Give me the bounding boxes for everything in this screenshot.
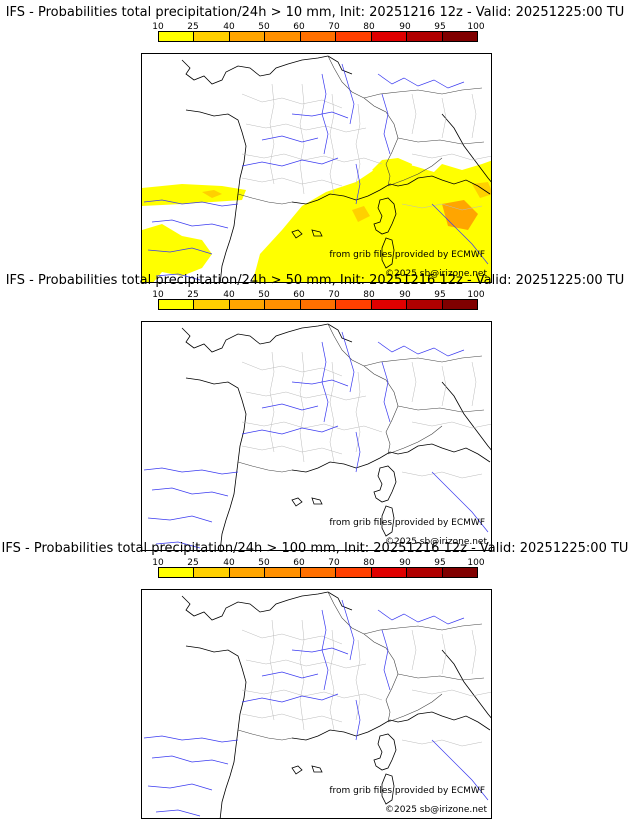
- coastline: [181, 323, 491, 550]
- region-borders: [241, 351, 491, 479]
- region-borders: [241, 83, 491, 211]
- credit-copyright: ©2025 sb@irizone.net: [385, 269, 487, 279]
- map-panel-3: IFS - Probabilities total precipitation/…: [0, 541, 630, 819]
- colorbar: [158, 299, 478, 310]
- colorbar-segment: [194, 300, 230, 309]
- map-frame: from grib files provided by ECMWF ©2025 …: [141, 589, 492, 819]
- colorbar-tick-label: 60: [293, 558, 305, 568]
- country-borders: [237, 55, 485, 205]
- colorbar-tick-label: 25: [187, 290, 199, 300]
- colorbar-segment: [442, 32, 477, 41]
- coastline: [181, 591, 491, 818]
- map-panel-1: IFS - Probabilities total precipitation/…: [0, 5, 630, 283]
- colorbar-segment: [229, 568, 266, 577]
- colorbar-tick-label: 80: [363, 290, 375, 300]
- colorbar-segment: [159, 568, 195, 577]
- colorbar-tick-label: 95: [434, 558, 446, 568]
- colorbar-segment: [407, 568, 443, 577]
- colorbar-segment: [371, 300, 408, 309]
- colorbar-tick-label: 70: [328, 290, 340, 300]
- precipitation-probability-field: [142, 158, 491, 282]
- colorbar-tick-label: 95: [434, 22, 446, 32]
- colorbar-segment: [159, 32, 195, 41]
- colorbar-tick-label: 25: [187, 22, 199, 32]
- map-frame: from grib files provided by ECMWF ©2025 …: [141, 321, 492, 551]
- credit-source: from grib files provided by ECMWF: [329, 518, 485, 528]
- colorbar-segment: [265, 300, 301, 309]
- colorbar-segment: [300, 32, 337, 41]
- colorbar-segment: [442, 300, 477, 309]
- colorbar: [158, 31, 478, 42]
- precip-area-north-alps: [372, 158, 412, 178]
- colorbar-segment: [194, 32, 230, 41]
- colorbar-segment: [229, 300, 266, 309]
- map-svg: [142, 55, 491, 282]
- colorbar-tick-label: 10: [152, 22, 164, 32]
- country-borders: [237, 591, 485, 741]
- panel-title: IFS - Probabilities total precipitation/…: [5, 273, 625, 288]
- country-borders: [237, 323, 485, 473]
- credit-source: from grib files provided by ECMWF: [329, 250, 485, 260]
- colorbar-segment: [371, 568, 408, 577]
- precip-area-southwest: [142, 224, 212, 282]
- colorbar-segment: [407, 32, 443, 41]
- colorbar-segment: [336, 32, 372, 41]
- colorbar-segment: [336, 300, 372, 309]
- colorbar-tick-label: 70: [328, 558, 340, 568]
- colorbar-tick-label: 50: [258, 558, 270, 568]
- credit-source: from grib files provided by ECMWF: [329, 786, 485, 796]
- colorbar-segment: [371, 32, 408, 41]
- colorbar-tick-label: 60: [293, 290, 305, 300]
- colorbar-tick-label: 10: [152, 290, 164, 300]
- colorbar-tick-label: 60: [293, 22, 305, 32]
- colorbar-segment: [336, 568, 372, 577]
- precip-area-west: [142, 184, 246, 206]
- colorbar-tick-label: 40: [223, 558, 235, 568]
- colorbar: [158, 567, 478, 578]
- rivers: [143, 331, 489, 549]
- colorbar-tick-label: 100: [467, 22, 485, 32]
- colorbar-segment: [300, 568, 337, 577]
- rivers: [143, 599, 489, 817]
- colorbar-tick-label: 95: [434, 290, 446, 300]
- rivers: [143, 63, 489, 281]
- coastline: [181, 55, 491, 282]
- map-panel-2: IFS - Probabilities total precipitation/…: [0, 273, 630, 551]
- region-borders: [241, 619, 491, 747]
- colorbar-tick-label: 90: [399, 290, 411, 300]
- colorbar-tick-label: 40: [223, 290, 235, 300]
- colorbar-tick-label: 100: [467, 558, 485, 568]
- colorbar-segment: [442, 568, 477, 577]
- map-svg: [143, 323, 491, 550]
- map-frame: from grib files provided by ECMWF ©2025 …: [141, 53, 492, 283]
- colorbar-tick-label: 40: [223, 22, 235, 32]
- colorbar-tick-label: 90: [399, 22, 411, 32]
- credit-copyright: ©2025 sb@irizone.net: [385, 537, 487, 547]
- panel-title: IFS - Probabilities total precipitation/…: [1, 541, 629, 556]
- colorbar-tick-label: 50: [258, 22, 270, 32]
- colorbar-segment: [300, 300, 337, 309]
- map-svg: [143, 591, 491, 818]
- colorbar-tick-label: 70: [328, 22, 340, 32]
- colorbar-segment: [407, 300, 443, 309]
- colorbar-tick-label: 90: [399, 558, 411, 568]
- colorbar-segment: [265, 32, 301, 41]
- panel-title: IFS - Probabilities total precipitation/…: [5, 5, 625, 20]
- colorbar-tick-label: 10: [152, 558, 164, 568]
- colorbar-tick-label: 100: [467, 290, 485, 300]
- colorbar-tick-label: 80: [363, 22, 375, 32]
- precip-area-south: [252, 160, 491, 282]
- colorbar-tick-label: 25: [187, 558, 199, 568]
- colorbar-tick-label: 80: [363, 558, 375, 568]
- credit-copyright: ©2025 sb@irizone.net: [385, 805, 487, 815]
- colorbar-segment: [229, 32, 266, 41]
- colorbar-segment: [194, 568, 230, 577]
- colorbar-segment: [159, 300, 195, 309]
- colorbar-tick-label: 50: [258, 290, 270, 300]
- precip-area-ligurian: [442, 200, 478, 230]
- colorbar-segment: [265, 568, 301, 577]
